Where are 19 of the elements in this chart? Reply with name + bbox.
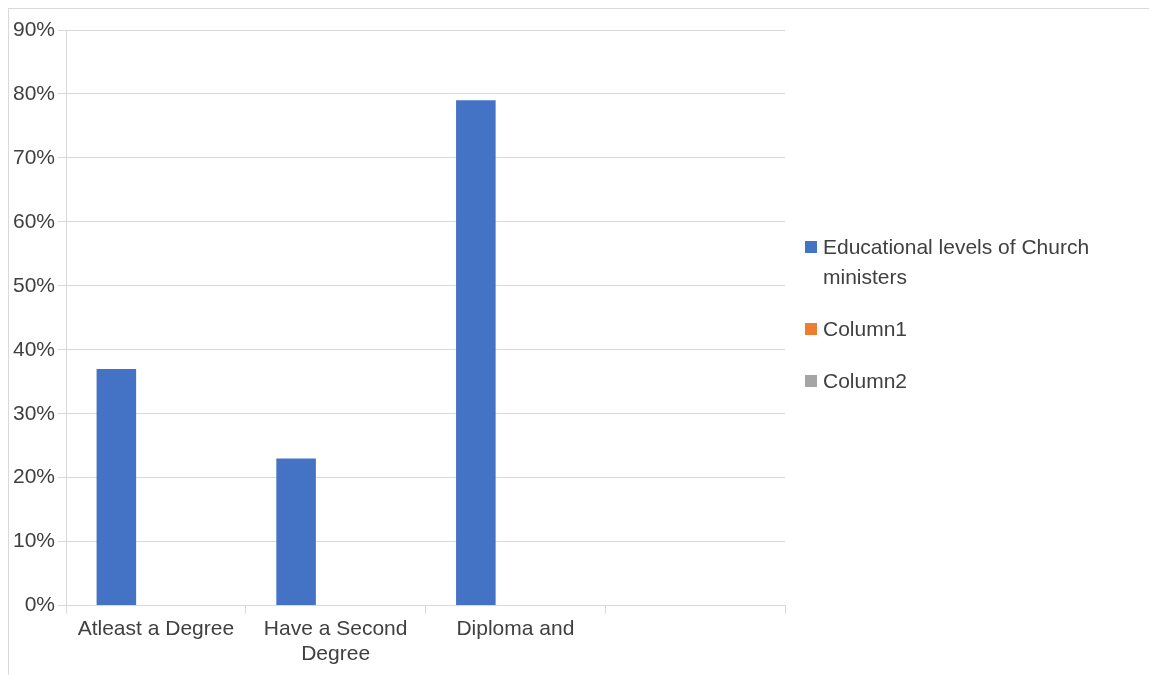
x-tick-label: Diploma and — [456, 616, 575, 639]
y-tick-label: 50% — [13, 272, 56, 296]
x-tick-label: Have a Second Degree — [263, 616, 408, 665]
legend-label: Educational levels of Church ministers — [823, 234, 1091, 290]
y-tick-label: 90% — [13, 16, 56, 40]
y-tick-label: 0% — [24, 592, 56, 616]
y-tick-label: 80% — [13, 80, 56, 104]
y-tick-label: 70% — [13, 144, 56, 168]
legend-label: Column2 — [823, 368, 908, 394]
bar — [96, 368, 137, 606]
legend-label: Column1 — [823, 316, 908, 342]
bar — [276, 458, 316, 606]
y-tick-label: 10% — [13, 528, 56, 552]
y-tick-label: 60% — [13, 208, 56, 232]
bar — [456, 100, 496, 606]
y-tick-label: 40% — [13, 336, 56, 360]
x-tick-label: Atleast a Degree — [77, 616, 235, 639]
y-tick-label: 20% — [13, 464, 56, 488]
y-tick-label: 30% — [13, 400, 56, 424]
